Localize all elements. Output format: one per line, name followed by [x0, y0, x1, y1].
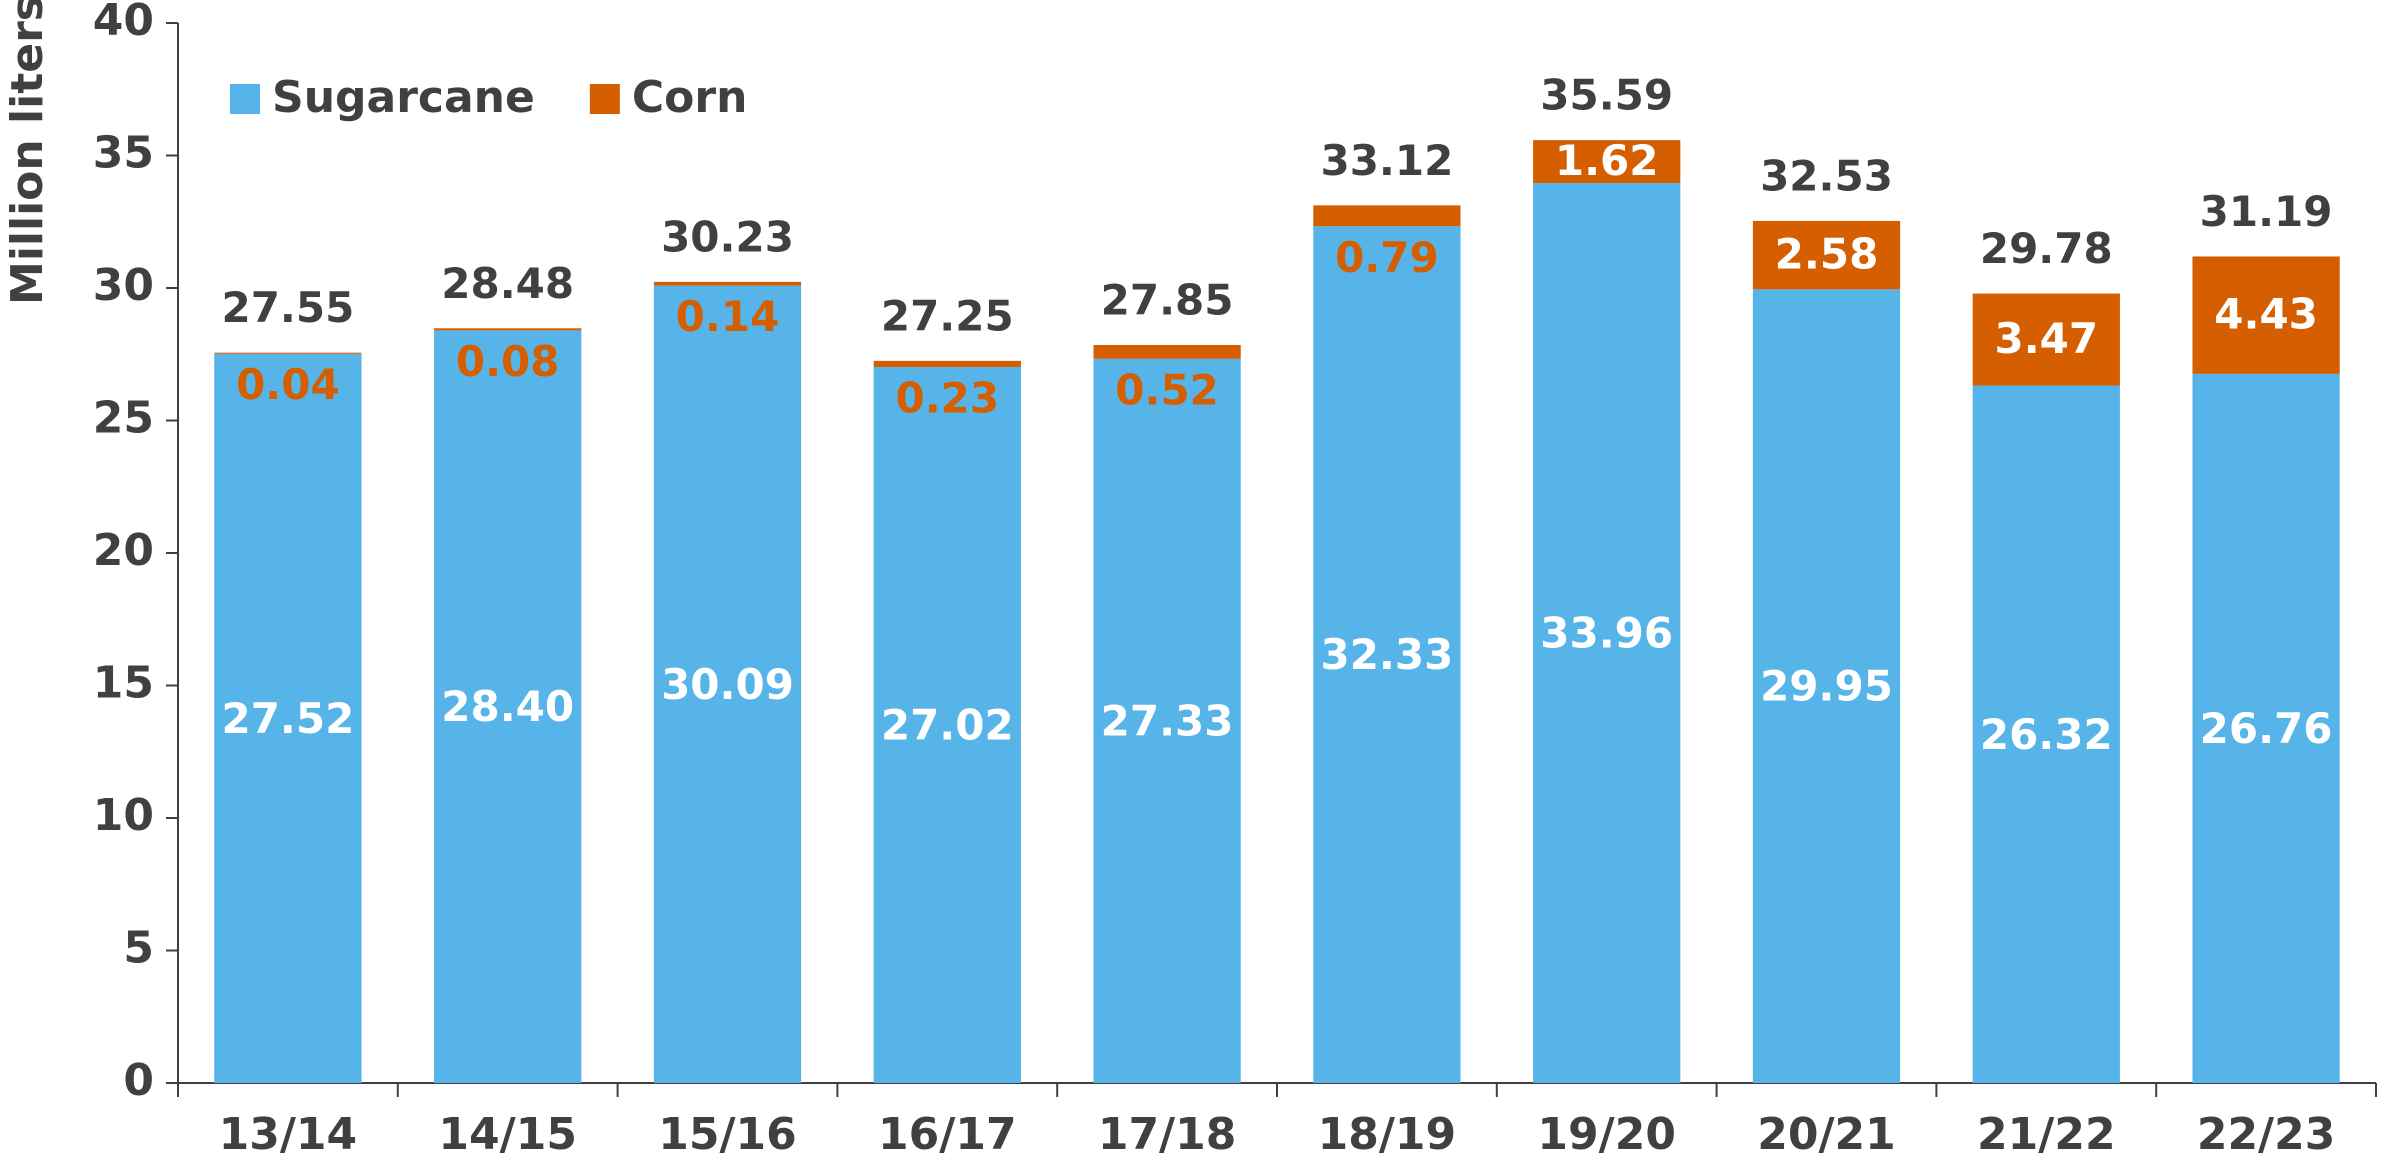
bar-segment	[214, 353, 362, 1084]
x-tick-label: 20/21	[1757, 1109, 1896, 1160]
bar-segment	[2192, 373, 2340, 1083]
bar-segment	[1313, 205, 1461, 227]
bar-segment	[1313, 226, 1461, 1083]
bar-segment	[2192, 256, 2340, 374]
legend-label: Sugarcane	[272, 72, 535, 123]
x-tick-label: 16/17	[878, 1109, 1017, 1160]
y-tick-label: 0	[123, 1055, 154, 1106]
bar-segment	[653, 281, 802, 286]
x-tick-label: 17/18	[1098, 1109, 1237, 1160]
value-label: 32.33	[1320, 630, 1453, 679]
y-tick-label: 40	[93, 0, 154, 46]
bar-segment	[434, 330, 582, 1083]
bar-segment	[1972, 293, 2120, 386]
value-label: 26.32	[1980, 710, 2113, 759]
value-label: 27.52	[221, 694, 354, 743]
value-label: 1.62	[1555, 136, 1659, 185]
total-label: 33.12	[1320, 136, 1453, 185]
y-tick-label: 15	[93, 658, 154, 709]
value-label: 4.43	[2214, 290, 2318, 339]
total-label: 27.55	[221, 283, 354, 332]
value-label: 30.09	[661, 660, 794, 709]
value-label: 0.08	[456, 337, 560, 386]
value-label: 28.40	[441, 682, 574, 731]
value-label: 29.95	[1760, 662, 1893, 711]
legend-swatch	[230, 84, 260, 114]
bar-segment	[1533, 183, 1681, 1083]
value-label: 3.47	[1994, 314, 2098, 363]
bar-segment	[873, 366, 1021, 1084]
bar-segment	[1533, 140, 1681, 184]
x-tick-label: 18/19	[1318, 1109, 1457, 1160]
bar-segment	[1093, 358, 1241, 1083]
bar-segment	[653, 285, 802, 1083]
y-tick-label: 10	[93, 790, 154, 841]
value-label: 26.76	[2200, 704, 2333, 753]
x-tick-label: 14/15	[438, 1109, 577, 1160]
value-label: 27.02	[881, 700, 1014, 749]
value-label: 0.52	[1115, 365, 1219, 414]
x-tick-label: 19/20	[1537, 1109, 1676, 1160]
bar-segment	[434, 328, 582, 331]
total-label: 27.85	[1101, 275, 1234, 324]
bar-segment	[873, 360, 1021, 367]
legend-swatch	[589, 84, 620, 114]
value-label: 2.58	[1775, 230, 1879, 279]
x-tick-label: 21/22	[1977, 1109, 2116, 1160]
total-label: 32.53	[1760, 151, 1893, 200]
value-label: 27.33	[1101, 696, 1234, 745]
value-label: 0.23	[895, 373, 999, 422]
bar-segment	[214, 352, 362, 354]
y-tick-label: 20	[93, 525, 154, 576]
value-label: 0.14	[676, 292, 780, 341]
legend-label: Corn	[632, 72, 748, 123]
x-tick-label: 15/16	[658, 1109, 797, 1160]
bar-segment	[1093, 344, 1241, 359]
bar-segment	[1752, 220, 1901, 290]
y-axis-label: Million liters	[2, 0, 53, 305]
total-label: 28.48	[441, 259, 574, 308]
value-label: 0.04	[236, 360, 340, 409]
y-tick-label: 30	[93, 260, 154, 311]
total-label: 35.59	[1540, 71, 1673, 120]
y-tick-label: 25	[93, 393, 154, 444]
y-tick-label: 35	[93, 128, 154, 179]
y-tick-label: 5	[123, 923, 154, 974]
total-label: 30.23	[661, 212, 794, 261]
bar-segment	[1752, 289, 1901, 1083]
value-label: 0.79	[1335, 233, 1439, 282]
bar-segment	[1972, 385, 2120, 1083]
total-label: 29.78	[1980, 224, 2113, 273]
total-label: 31.19	[2200, 187, 2333, 236]
value-label: 33.96	[1540, 609, 1673, 658]
total-label: 27.25	[881, 291, 1014, 340]
x-tick-label: 13/14	[219, 1109, 358, 1160]
x-tick-label: 22/23	[2197, 1109, 2336, 1160]
